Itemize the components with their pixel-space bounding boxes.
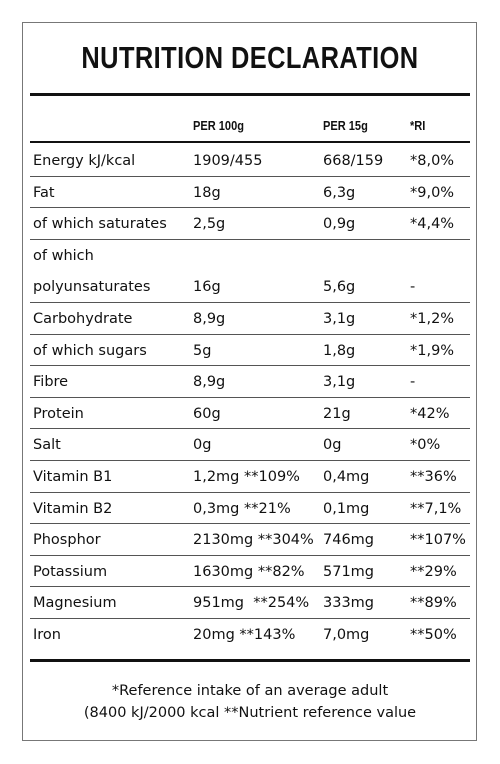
value-cell: 5g [193, 342, 212, 359]
value-cell: **89% [410, 595, 457, 612]
value-cell: **7,1% [410, 500, 462, 517]
row-rule [30, 175, 470, 177]
row-rule [30, 491, 470, 493]
value-cell: **50% [410, 627, 457, 643]
value-cell: 0,4mg [323, 469, 370, 485]
value-cell: 60g [193, 405, 221, 422]
footnote: (8400 kJ/2000 kcal **Nutrient reference … [83, 705, 417, 721]
column-header: PER 15g [323, 118, 368, 133]
value-cell: *4,4% [410, 216, 455, 233]
value-cell: *1,2% [410, 311, 455, 327]
value-cell: **107% [410, 532, 466, 549]
value-cell: 951mg **254% [193, 595, 310, 612]
column-header: *RI [410, 118, 426, 133]
value-cell: 18g [193, 184, 221, 201]
value-cell: *1,9% [410, 342, 455, 359]
row-rule [30, 618, 470, 619]
value-cell: 5,6g [323, 279, 356, 296]
value-cell: - [410, 374, 416, 391]
value-cell: 1909/455 [193, 153, 263, 169]
value-cell: 2130mg **304% [193, 532, 314, 549]
value-cell: 16g [193, 279, 221, 296]
value-cell: 6,3g [323, 184, 356, 201]
column-header: PER 100g [193, 118, 244, 133]
value-cell: 668/159 [323, 153, 384, 169]
value-cell: *8,0% [410, 153, 455, 169]
header-rule [30, 141, 470, 143]
value-cell: **29% [410, 563, 457, 580]
nutrient-name: Salt [33, 437, 61, 454]
value-cell: 21g [323, 405, 351, 422]
row-rule [30, 428, 470, 430]
nutrient-name: Vitamin B2 [33, 500, 113, 517]
nutrient-name: Magnesium [33, 595, 117, 612]
value-cell: - [410, 279, 416, 296]
row-rule [30, 302, 470, 303]
value-cell: 7,0mg [323, 627, 370, 643]
value-cell: 0,3mg **21% [193, 500, 291, 517]
row-rule [30, 333, 470, 335]
value-cell: 0g [193, 437, 212, 454]
row-rule [30, 207, 470, 209]
title: NUTRITION DECLARATION [81, 40, 419, 75]
value-cell: *9,0% [410, 184, 455, 201]
row-rule [30, 460, 470, 461]
nutrient-name: of which [33, 247, 94, 264]
nutrient-name: Iron [33, 627, 61, 643]
label-border [22, 22, 477, 741]
nutrient-name: Energy kJ/kcal [33, 153, 136, 169]
value-cell: 1630mg **82% [193, 563, 305, 580]
value-cell: 20mg **143% [193, 627, 296, 643]
row-rule [30, 554, 470, 556]
nutrient-name: Fat [33, 184, 55, 201]
value-cell: 571mg [323, 563, 375, 580]
value-cell: 0,1mg [323, 500, 370, 517]
nutrient-name: Vitamin B1 [33, 469, 113, 485]
value-cell: *0% [410, 437, 441, 454]
value-cell: 0,9g [323, 216, 356, 233]
value-cell: 8,9g [193, 311, 226, 327]
value-cell: 333mg [323, 595, 375, 612]
nutrient-name: Potassium [33, 563, 108, 580]
value-cell: 3,1g [323, 374, 356, 391]
nutrient-name: Protein [33, 405, 84, 422]
row-rule [30, 586, 470, 588]
nutrient-name: Carbohydrate [33, 311, 133, 327]
value-cell: 1,8g [323, 342, 356, 359]
row-rule [30, 365, 470, 367]
row-rule [30, 238, 470, 240]
row-rule [30, 523, 470, 525]
nutrient-name: of which sugars [33, 342, 147, 359]
value-cell: **36% [410, 469, 457, 485]
value-cell: 0g [323, 437, 342, 454]
value-cell: 746mg [323, 532, 375, 549]
nutrient-name: Fibre [33, 374, 69, 391]
bottom-rule [30, 659, 470, 662]
nutrient-name: Phosphor [33, 532, 101, 549]
nutrient-name: of which saturates [33, 216, 167, 233]
value-cell: 8,9g [193, 374, 226, 391]
value-cell: 1,2mg **109% [193, 469, 300, 485]
value-cell: *42% [410, 405, 450, 422]
value-cell: 2,5g [193, 216, 226, 233]
value-cell: 3,1g [323, 311, 356, 327]
footnote: *Reference intake of an average adult [111, 683, 389, 699]
row-rule [30, 396, 470, 398]
nutrient-name: polyunsaturates [33, 279, 151, 296]
title-rule [30, 93, 470, 96]
